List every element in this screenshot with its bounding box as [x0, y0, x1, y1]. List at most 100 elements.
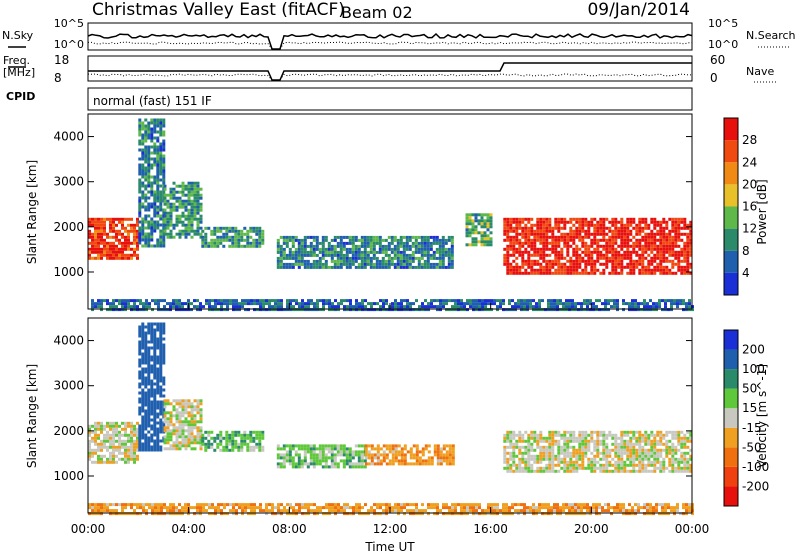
rti-cell [602, 469, 606, 473]
rti-cell [130, 217, 133, 221]
rti-cell [196, 211, 200, 215]
rti-cell [515, 217, 519, 221]
rti-cell [566, 442, 570, 446]
rti-cell [199, 193, 203, 197]
freq-panel [87, 55, 693, 82]
rti-cell [156, 439, 160, 443]
rti-cell [545, 439, 549, 443]
rti-cell [448, 444, 452, 448]
rti-cell [159, 244, 163, 248]
rti-cell [144, 331, 148, 335]
rti-cell [153, 382, 157, 386]
rti-cell [109, 503, 112, 507]
rti-cell [156, 415, 160, 419]
rti-cell [249, 226, 253, 230]
rti-cell [141, 157, 145, 161]
rti-cell [88, 229, 91, 233]
rti-cell [315, 265, 319, 269]
rti-cell [147, 355, 151, 359]
rti-cell [650, 454, 654, 458]
rti-cell [680, 226, 684, 230]
rti-cell [112, 503, 115, 507]
rti-cell [196, 405, 200, 409]
rti-cell [210, 238, 214, 242]
rti-cell [584, 433, 588, 437]
rti-cell [103, 299, 106, 303]
rti-cell [539, 460, 543, 464]
nsky-label: N.Sky [2, 29, 34, 42]
rti-cell [662, 241, 666, 245]
rti-cell [530, 445, 534, 449]
rti-cell [130, 223, 133, 227]
rti-cell [321, 265, 325, 269]
rti-cell [312, 247, 316, 251]
rti-cell [599, 220, 603, 224]
rti-cell [474, 237, 478, 241]
rti-cell [536, 469, 540, 473]
rti-cell [671, 454, 675, 458]
rti-cell [596, 241, 600, 245]
rti-cell [204, 445, 208, 449]
rti-cell [360, 238, 364, 242]
rti-cell [295, 308, 298, 312]
rti-cell [599, 226, 603, 230]
rti-cell [100, 247, 103, 251]
rti-cell [333, 456, 337, 460]
nsky-tick-top: 10^5 [54, 17, 84, 30]
rti-cell [656, 250, 660, 254]
rti-cell [144, 361, 148, 365]
rti-cell [566, 235, 570, 239]
rti-cell [348, 265, 352, 269]
rti-cell [602, 235, 606, 239]
rti-cell [321, 459, 325, 463]
rti-cell [294, 465, 298, 469]
rti-cell [596, 226, 600, 230]
rti-cell [641, 259, 645, 263]
rti-cell [581, 235, 585, 239]
rti-cell [288, 250, 292, 254]
rti-cell [512, 469, 516, 473]
rti-cell [542, 256, 546, 260]
rti-cell [160, 308, 163, 312]
rti-cell [258, 436, 262, 440]
rti-cell [677, 226, 681, 230]
rti-cell [674, 250, 678, 254]
rti-cell [617, 262, 621, 266]
rti-cell [147, 412, 151, 416]
rti-cell [607, 299, 610, 303]
rti-cell [566, 469, 570, 473]
rti-cell [141, 229, 145, 233]
rti-cell [506, 430, 510, 434]
rti-cell [641, 256, 645, 260]
rti-cell [629, 448, 633, 452]
rti-cell [141, 370, 145, 374]
rti-cell [94, 503, 97, 507]
rti-cell [414, 235, 418, 239]
rti-cell [330, 238, 334, 242]
rti-cell [187, 214, 191, 218]
rti-cell [536, 433, 540, 437]
rti-cell [547, 302, 550, 306]
rti-cell [172, 202, 176, 206]
rti-cell [297, 447, 301, 451]
rti-cell [97, 217, 100, 221]
rti-cell [493, 302, 496, 306]
rti-cell [136, 506, 139, 510]
rti-cell [518, 451, 522, 455]
rti-cell [599, 262, 603, 266]
rti-cell [106, 509, 109, 513]
rti-cell [213, 232, 217, 236]
rti-cell [144, 136, 148, 140]
rti-cell [512, 238, 516, 242]
rti-cell [246, 241, 250, 245]
rti-cell [571, 302, 574, 306]
rti-cell [112, 235, 115, 239]
rti-cell [617, 451, 621, 455]
rti-cell [556, 299, 559, 303]
rti-cell [109, 436, 112, 440]
rti-cell [382, 444, 386, 448]
rti-cell [153, 418, 157, 422]
rti-cell [109, 305, 112, 309]
rti-cell [231, 241, 235, 245]
rti-cell [524, 262, 528, 266]
